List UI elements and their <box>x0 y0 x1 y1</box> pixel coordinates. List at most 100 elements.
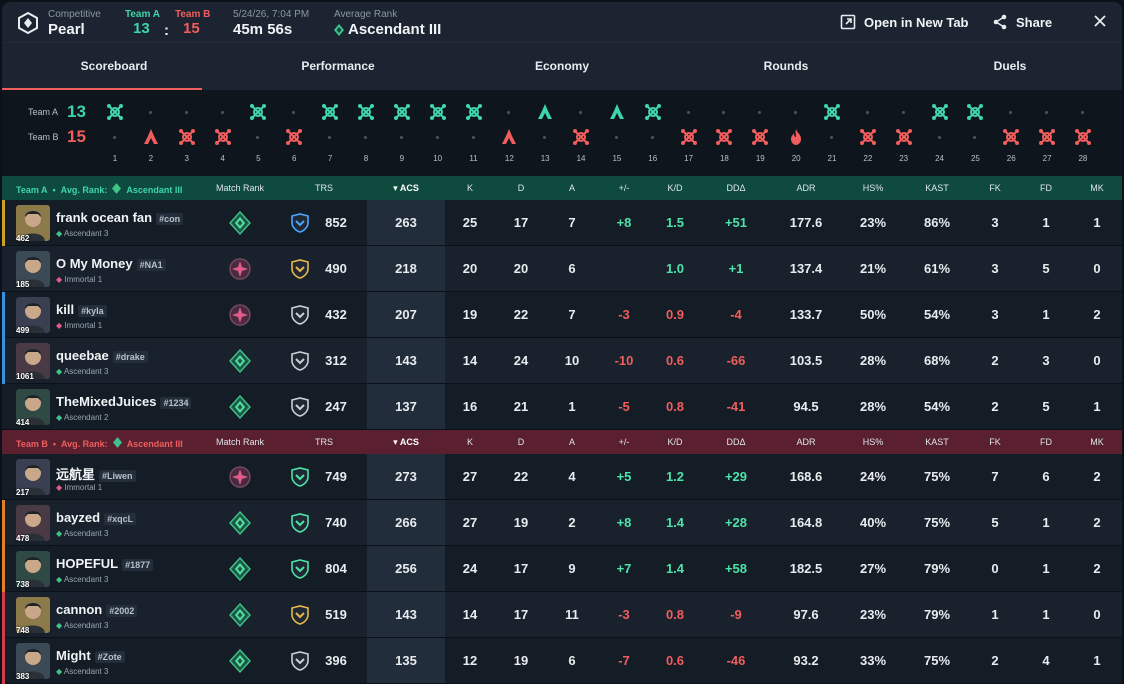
round-24[interactable]: 24 <box>928 90 952 176</box>
round-2[interactable]: 2 <box>139 90 163 176</box>
player-name[interactable]: queebae #drake <box>56 348 148 363</box>
player-row[interactable]: 738 HOPEFUL #1877 ◆ Ascendant 3 804 256 24 17 9 +… <box>2 546 1122 592</box>
trs-tier-icon <box>290 513 310 533</box>
col-hs[interactable]: HS% <box>862 183 884 193</box>
col-k[interactable]: K <box>466 437 473 447</box>
col-mk[interactable]: MK <box>1090 183 1104 193</box>
col-fk[interactable]: FK <box>989 183 1001 193</box>
col-d[interactable]: D <box>517 437 525 447</box>
round-empty-dot <box>1009 111 1013 114</box>
col-dd[interactable]: DDΔ <box>726 437 746 447</box>
tab-scoreboard[interactable]: Scoreboard <box>2 43 226 90</box>
tab-duels[interactable]: Duels <box>993 59 1027 73</box>
round-23[interactable]: 23 <box>892 90 916 176</box>
col-kd[interactable]: K/D <box>667 183 683 193</box>
round-1[interactable]: 1 <box>103 90 127 176</box>
col-trs[interactable]: TRS <box>315 437 333 447</box>
tab-economy[interactable]: Economy <box>534 59 589 73</box>
player-name[interactable]: 远航星 #Liwen <box>56 464 136 483</box>
player-tag: #con <box>156 213 184 225</box>
player-name-text: HOPEFUL <box>56 556 119 571</box>
col-fd[interactable]: FD <box>1040 183 1052 193</box>
col-pm[interactable]: +/- <box>618 183 630 193</box>
col-kast[interactable]: KAST <box>925 437 949 447</box>
open-new-tab-button[interactable]: Open in New Tab <box>840 14 969 30</box>
col-acs[interactable]: ▾ ACS <box>376 183 436 194</box>
player-row[interactable]: 748 cannon #2002 ◆ Ascendant 3 519 143 14 17 11-… <box>2 592 1122 638</box>
round-9[interactable]: 9 <box>390 90 414 176</box>
col-a[interactable]: A <box>568 437 575 447</box>
round-17[interactable]: 17 <box>677 90 701 176</box>
round-10[interactable]: 10 <box>426 90 450 176</box>
round-20[interactable]: 20 <box>784 90 808 176</box>
player-row[interactable]: 499 kill #kyla ◆ Immortal 1 432 207 19 22 7 -3 0.9… <box>2 292 1122 338</box>
round-28[interactable]: 28 <box>1071 90 1095 176</box>
stat-d: 17 <box>513 561 529 576</box>
round-empty-dot <box>614 136 618 139</box>
col-a[interactable]: A <box>568 183 575 193</box>
col-match-rank[interactable]: Match Rank <box>215 183 265 193</box>
round-8[interactable]: 8 <box>354 90 378 176</box>
col-fd[interactable]: FD <box>1040 437 1052 447</box>
player-name[interactable]: Might #Zote <box>56 648 125 663</box>
round-21[interactable]: 21 <box>820 90 844 176</box>
player-name[interactable]: kill #kyla <box>56 302 107 317</box>
account-level: 738 <box>16 580 30 589</box>
round-12[interactable]: 12 <box>497 90 521 176</box>
player-name[interactable]: O My Money #NA1 <box>56 256 166 271</box>
player-name[interactable]: bayzed #xqcL <box>56 510 137 525</box>
col-k[interactable]: K <box>466 183 473 193</box>
tab-rounds[interactable]: Rounds <box>763 59 809 73</box>
player-rank: ◆ Ascendant 3 <box>56 529 108 538</box>
player-row[interactable]: 462 frank ocean fan #con ◆ Ascendant 3 852 26… <box>2 200 1122 246</box>
player-side-marker <box>2 292 5 338</box>
round-13[interactable]: 13 <box>533 90 557 176</box>
player-name[interactable]: TheMixedJuices #1234 <box>56 394 192 409</box>
round-18[interactable]: 18 <box>712 90 736 176</box>
col-trs[interactable]: TRS <box>315 183 333 193</box>
share-button[interactable]: Share <box>992 14 1052 30</box>
round-14[interactable]: 14 <box>569 90 593 176</box>
defuse-icon <box>141 127 161 147</box>
close-icon[interactable] <box>1092 13 1108 29</box>
col-hs[interactable]: HS% <box>862 437 884 447</box>
player-name[interactable]: cannon #2002 <box>56 602 138 617</box>
col-dd[interactable]: DDΔ <box>726 183 746 193</box>
round-5[interactable]: 5 <box>246 90 270 176</box>
col-match-rank[interactable]: Match Rank <box>215 437 265 447</box>
round-19[interactable]: 19 <box>748 90 772 176</box>
stat-fk: 5 <box>991 515 999 530</box>
col-adr[interactable]: ADR <box>796 437 816 447</box>
col-adr[interactable]: ADR <box>796 183 816 193</box>
agent-avatar <box>16 505 50 541</box>
player-row[interactable]: 1061 queebae #drake ◆ Ascendant 3 312 143 14 24… <box>2 338 1122 384</box>
player-name[interactable]: HOPEFUL #1877 <box>56 556 154 571</box>
player-row[interactable]: 217 远航星 #Liwen ◆ Immortal 1 749 273 27 22 4 +5 1.2… <box>2 454 1122 500</box>
round-22[interactable]: 22 <box>856 90 880 176</box>
tab-performance[interactable]: Performance <box>301 59 375 73</box>
stat-mk: 1 <box>1093 399 1101 414</box>
round-3[interactable]: 3 <box>175 90 199 176</box>
round-4[interactable]: 4 <box>211 90 235 176</box>
col-d[interactable]: D <box>517 183 525 193</box>
round-26[interactable]: 26 <box>999 90 1023 176</box>
player-name[interactable]: frank ocean fan #con <box>56 210 184 225</box>
col-kast[interactable]: KAST <box>925 183 949 193</box>
round-27[interactable]: 27 <box>1035 90 1059 176</box>
round-6[interactable]: 6 <box>282 90 306 176</box>
col-mk[interactable]: MK <box>1090 437 1104 447</box>
player-row[interactable]: 383 Might #Zote ◆ Ascendant 3 396 135 12 19 6 -7 0… <box>2 638 1122 684</box>
col-pm[interactable]: +/- <box>618 437 630 447</box>
player-row[interactable]: 185 O My Money #NA1 ◆ Immortal 1 490 218 20 20 6… <box>2 246 1122 292</box>
col-kd[interactable]: K/D <box>667 437 683 447</box>
col-fk[interactable]: FK <box>989 437 1001 447</box>
round-7[interactable]: 7 <box>318 90 342 176</box>
round-15[interactable]: 15 <box>605 90 629 176</box>
round-11[interactable]: 11 <box>462 90 486 176</box>
round-25[interactable]: 25 <box>963 90 987 176</box>
round-16[interactable]: 16 <box>641 90 665 176</box>
player-row[interactable]: 478 bayzed #xqcL ◆ Ascendant 3 740 266 27 19 2 +8… <box>2 500 1122 546</box>
immortal-rank-icon: ◆ <box>56 321 65 330</box>
player-row[interactable]: 414 TheMixedJuices #1234 ◆ Ascendant 2 247 13… <box>2 384 1122 430</box>
col-acs[interactable]: ▾ ACS <box>376 437 436 448</box>
